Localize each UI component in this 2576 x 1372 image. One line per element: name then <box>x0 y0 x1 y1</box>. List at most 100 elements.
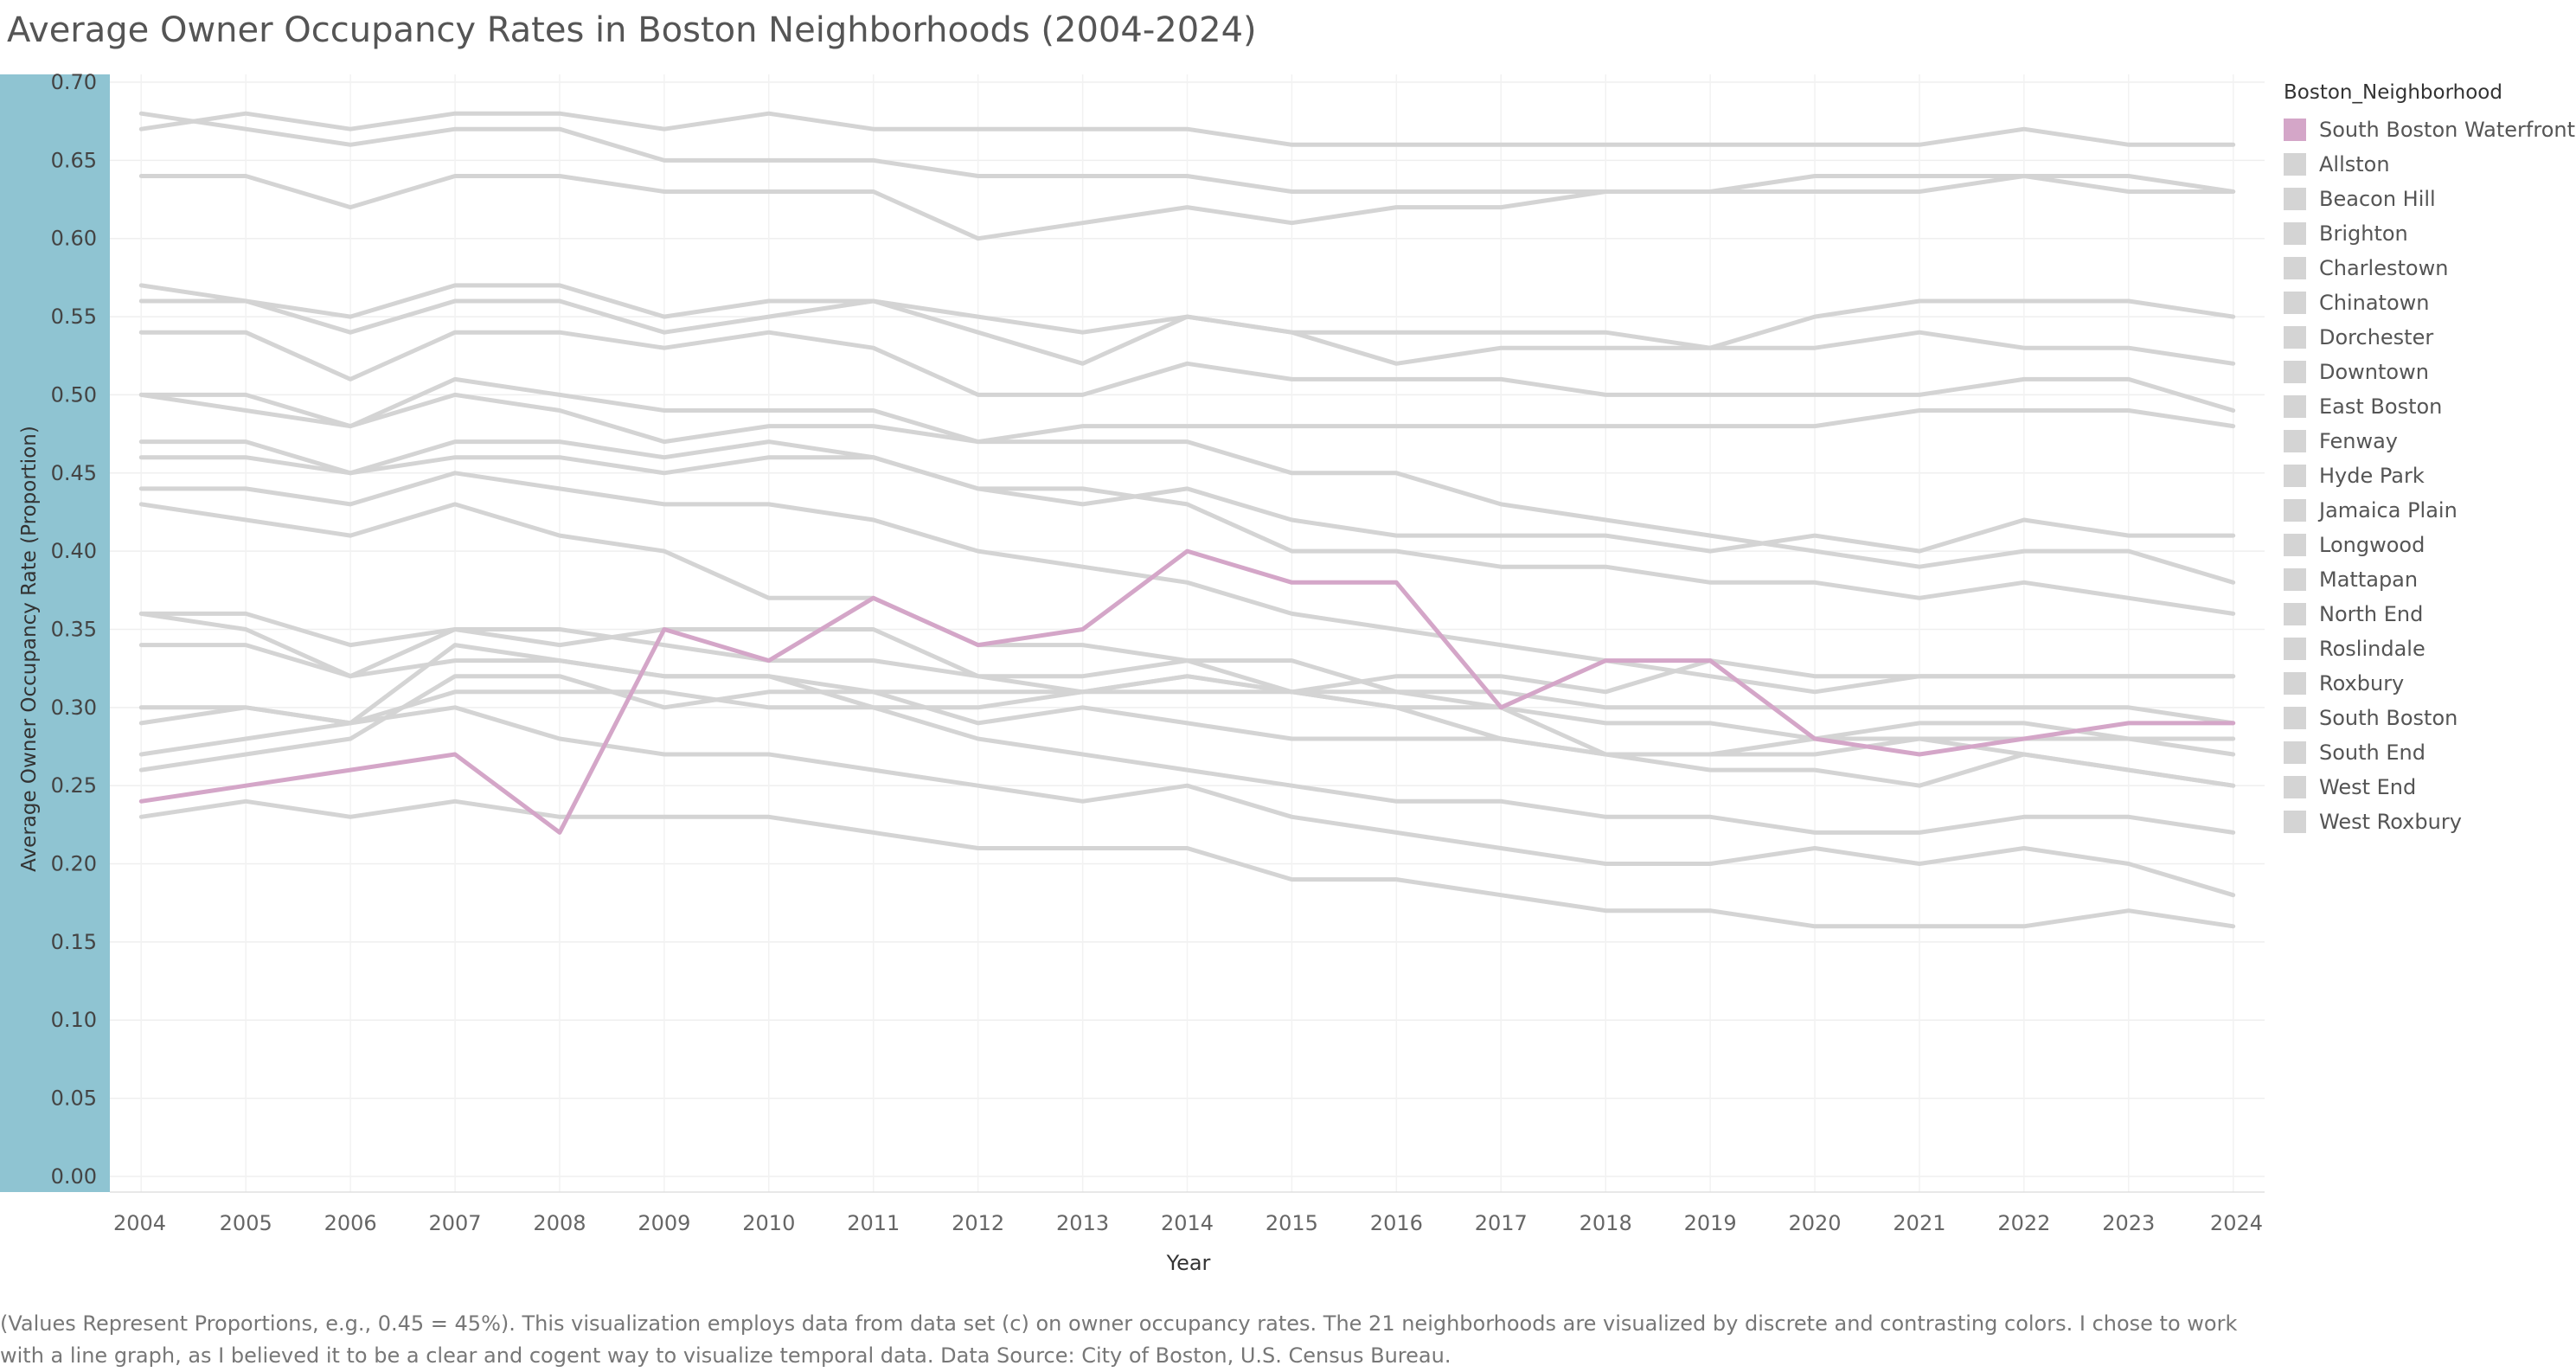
x-tick-label: 2022 <box>1997 1211 2050 1235</box>
legend-item-longwood[interactable]: Longwood <box>2284 528 2574 562</box>
series-line-longwood[interactable] <box>138 611 2236 757</box>
x-tick-label: 2018 <box>1580 1211 1632 1235</box>
legend-swatch <box>2284 465 2306 487</box>
legend-items: South Boston Waterfront Allston Beacon Hil… <box>2284 112 2575 839</box>
legend-swatch <box>2284 776 2306 798</box>
legend-swatch <box>2284 292 2306 314</box>
x-tick-label: 2010 <box>742 1211 795 1235</box>
legend-label: Beacon Hill <box>2319 187 2436 211</box>
x-tick-label: 2015 <box>1266 1211 1318 1235</box>
legend-item-west-roxbury[interactable]: West Roxbury <box>2284 805 2574 839</box>
y-tick-label: 0.45 <box>51 461 97 485</box>
x-axis-label: Year <box>1166 1251 1211 1275</box>
x-tick-label: 2014 <box>1161 1211 1214 1235</box>
legend-item-charlestown[interactable]: Charlestown <box>2284 251 2574 285</box>
series-line-west-roxbury[interactable] <box>138 111 2236 147</box>
y-tick-label: 0.70 <box>51 70 97 94</box>
legend-item-chinatown[interactable]: Chinatown <box>2284 285 2574 320</box>
axis-ticks: 0.00 0.05 0.10 0.15 0.20 0.25 0.30 0.35 0.40 0.45… <box>51 70 2263 1235</box>
x-tick-label: 2004 <box>113 1211 166 1235</box>
legend-label: Hyde Park <box>2319 464 2425 488</box>
series-line-roxbury[interactable] <box>138 392 2236 445</box>
series-line-roslindale[interactable] <box>138 111 2236 194</box>
legend-label: West Roxbury <box>2319 810 2462 834</box>
legend-swatch <box>2284 603 2306 625</box>
legend-item-roxbury[interactable]: Roxbury <box>2284 666 2574 701</box>
y-tick-label: 0.05 <box>51 1087 97 1111</box>
legend-item-mattapan[interactable]: Mattapan <box>2284 562 2574 597</box>
legend-label: Longwood <box>2319 533 2425 557</box>
y-tick-label: 0.60 <box>51 227 97 251</box>
series-line-mattapan[interactable] <box>138 330 2236 413</box>
legend-label: North End <box>2319 602 2424 626</box>
legend-item-east-boston[interactable]: East Boston <box>2284 389 2574 424</box>
y-tick-label: 0.50 <box>51 382 97 407</box>
series-line-charlestown[interactable] <box>138 471 2236 695</box>
series-line-brighton[interactable] <box>138 798 2236 929</box>
y-tick-label: 0.55 <box>51 305 97 329</box>
y-tick-label: 0.35 <box>51 617 97 641</box>
legend-label: Allston <box>2319 152 2390 176</box>
series-line-allston[interactable] <box>138 705 2236 898</box>
x-tick-label: 2006 <box>324 1211 377 1235</box>
y-tick-label: 0.20 <box>51 852 97 876</box>
legend-swatch <box>2284 222 2306 245</box>
legend-swatch <box>2284 430 2306 452</box>
series-lines <box>138 111 2236 929</box>
x-tick-label: 2023 <box>2102 1211 2155 1235</box>
x-tick-label: 2019 <box>1684 1211 1737 1235</box>
series-line-chinatown[interactable] <box>138 643 2236 726</box>
series-line-north-end[interactable] <box>138 502 2236 757</box>
series-line-hyde-park[interactable] <box>138 174 2236 241</box>
x-tick-label: 2011 <box>847 1211 900 1235</box>
legend-label: East Boston <box>2319 394 2443 419</box>
legend-swatch <box>2284 707 2306 729</box>
legend-swatch <box>2284 361 2306 383</box>
legend-swatch <box>2284 257 2306 279</box>
legend-label: South Boston <box>2319 706 2458 730</box>
legend-swatch <box>2284 153 2306 176</box>
series-line-jamaica-plain[interactable] <box>138 439 2236 616</box>
legend-swatch <box>2284 119 2306 141</box>
legend-item-jamaica-plain[interactable]: Jamaica Plain <box>2284 493 2574 528</box>
line-chart: 0.00 0.05 0.10 0.15 0.20 0.25 0.30 0.35 0.40 0.45… <box>51 70 2265 1235</box>
legend-item-beacon-hill[interactable]: Beacon Hill <box>2284 182 2574 216</box>
legend-swatch <box>2284 326 2306 349</box>
y-axis-band <box>0 74 110 1192</box>
legend-label: Jamaica Plain <box>2319 498 2457 523</box>
x-tick-label: 2021 <box>1893 1211 1945 1235</box>
series-line-dorchester[interactable] <box>138 455 2236 554</box>
legend-item-hyde-park[interactable]: Hyde Park <box>2284 458 2574 493</box>
series-line-south-boston[interactable] <box>138 376 2236 585</box>
legend-item-west-end[interactable]: West End <box>2284 770 2574 805</box>
legend-item-south-boston[interactable]: South Boston <box>2284 701 2574 735</box>
y-tick-label: 0.25 <box>51 773 97 798</box>
legend-label: Roxbury <box>2319 671 2405 696</box>
legend-item-downtown[interactable]: Downtown <box>2284 355 2574 389</box>
series-line-south-boston-waterfront[interactable] <box>138 548 2236 835</box>
legend: Boston_Neighborhood South Boston Waterfr… <box>2284 81 2575 839</box>
legend-title: Boston_Neighborhood <box>2284 81 2502 104</box>
legend-item-dorchester[interactable]: Dorchester <box>2284 320 2574 355</box>
legend-label: West End <box>2319 775 2417 799</box>
legend-item-south-end[interactable]: South End <box>2284 735 2574 770</box>
series-line-west-end[interactable] <box>138 283 2236 366</box>
legend-label: Dorchester <box>2319 325 2434 349</box>
legend-swatch <box>2284 499 2306 522</box>
legend-label: Mattapan <box>2319 567 2419 592</box>
x-tick-label: 2020 <box>1788 1211 1841 1235</box>
x-tick-label: 2009 <box>638 1211 690 1235</box>
legend-item-south-boston-waterfront[interactable]: South Boston Waterfront <box>2284 112 2575 147</box>
legend-item-roslindale[interactable]: Roslindale <box>2284 632 2574 666</box>
x-tick-label: 2013 <box>1056 1211 1109 1235</box>
legend-item-north-end[interactable]: North End <box>2284 597 2574 632</box>
y-tick-label: 0.00 <box>51 1164 97 1189</box>
legend-item-brighton[interactable]: Brighton <box>2284 216 2574 251</box>
series-line-east-boston[interactable] <box>138 643 2236 835</box>
series-line-fenway[interactable] <box>138 674 2236 788</box>
x-tick-label: 2016 <box>1370 1211 1423 1235</box>
y-tick-label: 0.65 <box>51 148 97 172</box>
legend-label: Roslindale <box>2319 637 2425 661</box>
legend-item-fenway[interactable]: Fenway <box>2284 424 2574 458</box>
legend-item-allston[interactable]: Allston <box>2284 147 2574 182</box>
